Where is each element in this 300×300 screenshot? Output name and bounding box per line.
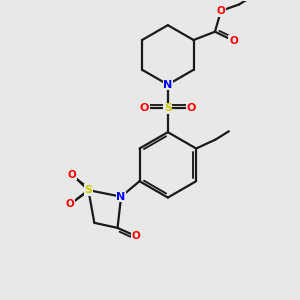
Text: O: O <box>132 231 140 241</box>
Text: O: O <box>140 103 149 113</box>
Text: O: O <box>186 103 196 113</box>
Text: N: N <box>163 80 172 90</box>
Text: S: S <box>164 103 172 113</box>
Text: S: S <box>84 185 92 195</box>
Text: O: O <box>68 170 76 180</box>
Text: N: N <box>116 192 126 202</box>
Text: N: N <box>163 80 172 90</box>
Text: O: O <box>229 36 238 46</box>
Text: O: O <box>66 200 74 209</box>
Text: O: O <box>217 6 225 16</box>
